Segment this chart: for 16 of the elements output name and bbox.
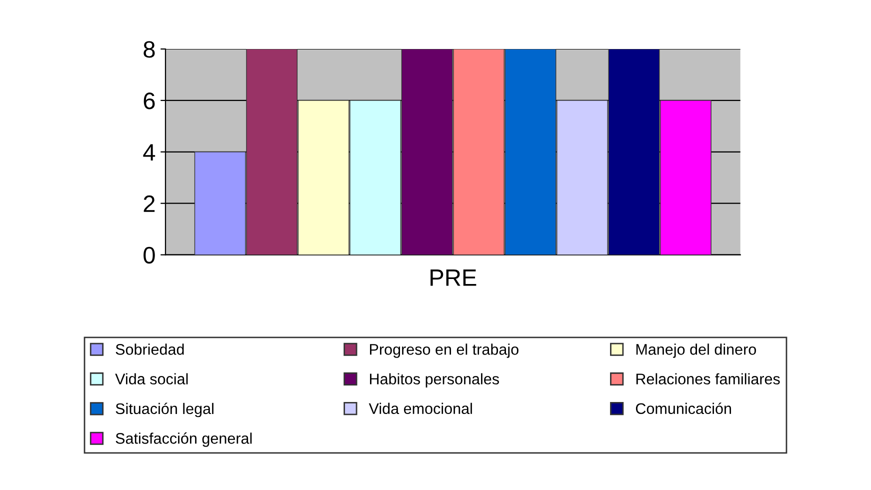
y-tick-label: 8	[144, 41, 155, 58]
legend-label: Vida emocional	[368, 402, 472, 414]
legend-label: Relaciones familiares	[636, 373, 780, 384]
y-tick-label: 6	[144, 92, 155, 110]
legend-label: Progreso en el trabajo	[370, 344, 518, 358]
y-tick-label: 0	[144, 246, 155, 264]
y-tick-label: 2	[144, 195, 155, 212]
x-tick-label: PRE	[430, 270, 476, 286]
legend-label: Vida social	[115, 373, 188, 384]
legend-label: Manejo del dinero	[636, 344, 756, 358]
legend-label: Satisfacción general	[116, 432, 252, 447]
legend-label: Habitos personales	[370, 373, 499, 388]
legend-label: Comunicación	[636, 402, 731, 414]
legend-label: Sobriedad	[116, 344, 184, 355]
y-tick-label: 4	[143, 144, 156, 160]
legend-label: Situación legal	[116, 402, 214, 418]
